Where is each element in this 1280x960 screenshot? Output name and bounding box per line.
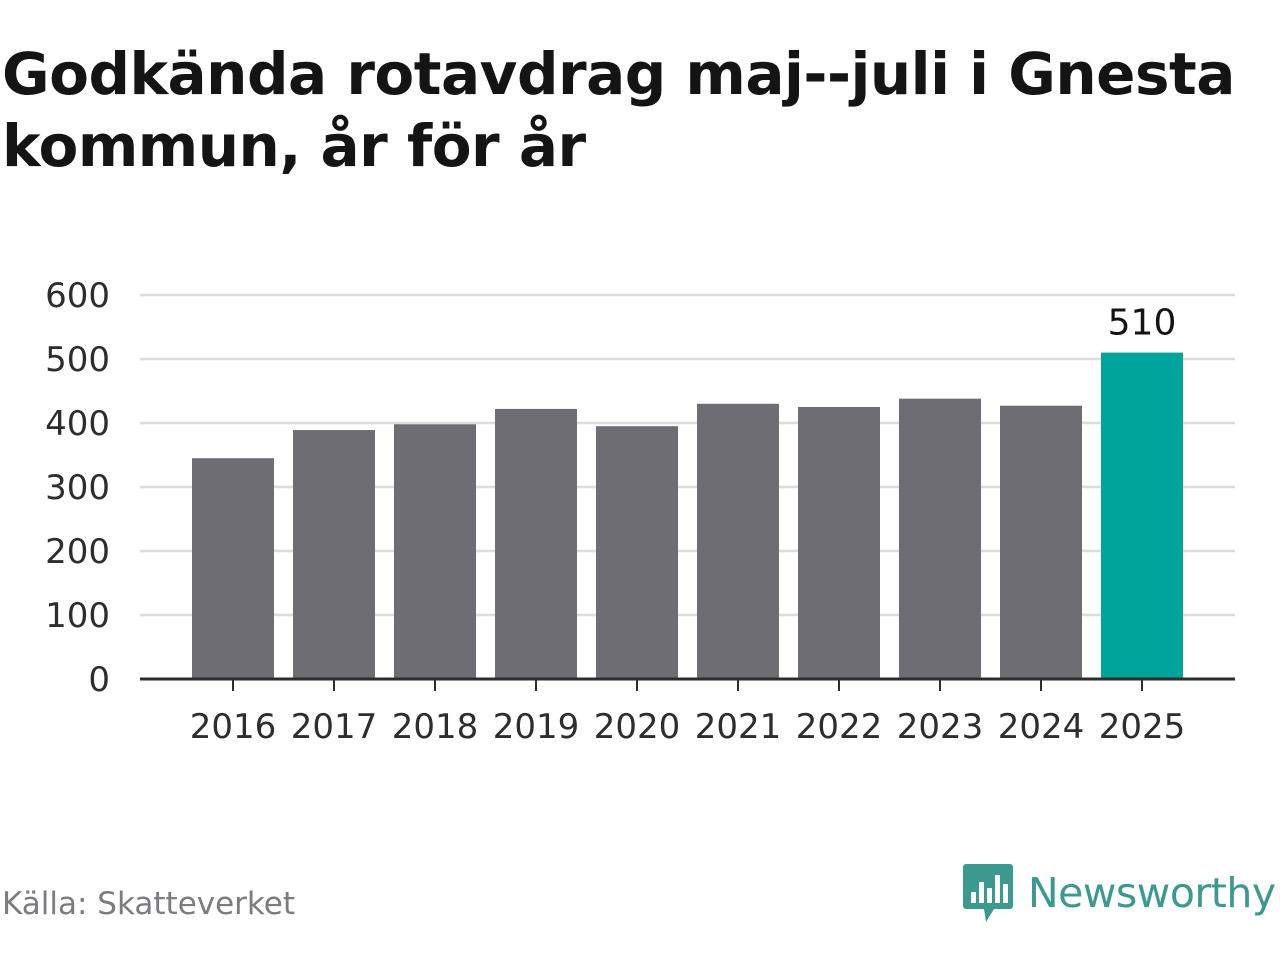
y-tick-label: 400: [45, 404, 110, 444]
x-tick-label: 2016: [190, 707, 277, 747]
bar-2016: [192, 458, 274, 679]
source-note: Källa: Skatteverket: [2, 886, 296, 922]
x-tick-label: 2023: [897, 707, 984, 747]
y-tick-label: 500: [45, 340, 110, 380]
y-tick-label: 300: [45, 468, 110, 508]
bars: [192, 352, 1183, 679]
x-tick-label: 2018: [392, 707, 479, 747]
bar-2022: [798, 407, 880, 679]
y-axis-ticks: 0 100 200 300 400 500 600: [45, 276, 110, 700]
bar-2024: [1000, 405, 1082, 679]
x-tick-label: 2021: [695, 707, 782, 747]
newsworthy-logo-icon: [963, 864, 1013, 922]
data-label: 510: [1108, 303, 1177, 344]
y-tick-label: 100: [45, 596, 110, 636]
x-tick-label: 2024: [998, 707, 1085, 747]
chart-title: Godkända rotavdrag maj--juli i Gnesta ko…: [2, 40, 1235, 180]
bar-2021: [697, 403, 779, 679]
newsworthy-logo: Newsworthy: [962, 862, 1276, 924]
x-tick-label: 2019: [493, 707, 580, 747]
bar-2018: [394, 424, 476, 679]
bar-2017: [293, 430, 375, 679]
x-tick-label: 2017: [291, 707, 378, 747]
y-tick-label: 600: [45, 276, 110, 316]
x-axis-ticks: 2016 2017 2018 2019 2020 2021 2022 2023 2024 2025: [190, 679, 1186, 747]
brand-name: Newsworthy: [1028, 869, 1276, 917]
data-labels: 510: [1108, 303, 1177, 344]
bar-2025: [1101, 352, 1183, 679]
y-tick-label: 0: [88, 660, 110, 700]
y-tick-label: 200: [45, 532, 110, 572]
bar-2019: [495, 408, 577, 679]
x-tick-label: 2022: [796, 707, 883, 747]
x-tick-label: 2025: [1099, 707, 1186, 747]
bar-2023: [899, 398, 981, 679]
x-tick-label: 2020: [594, 707, 681, 747]
bar-2020: [596, 426, 678, 679]
bar-chart: 0 100 200 300 400 500 600 2016 2017 2018 2019 2020…: [45, 276, 1235, 747]
